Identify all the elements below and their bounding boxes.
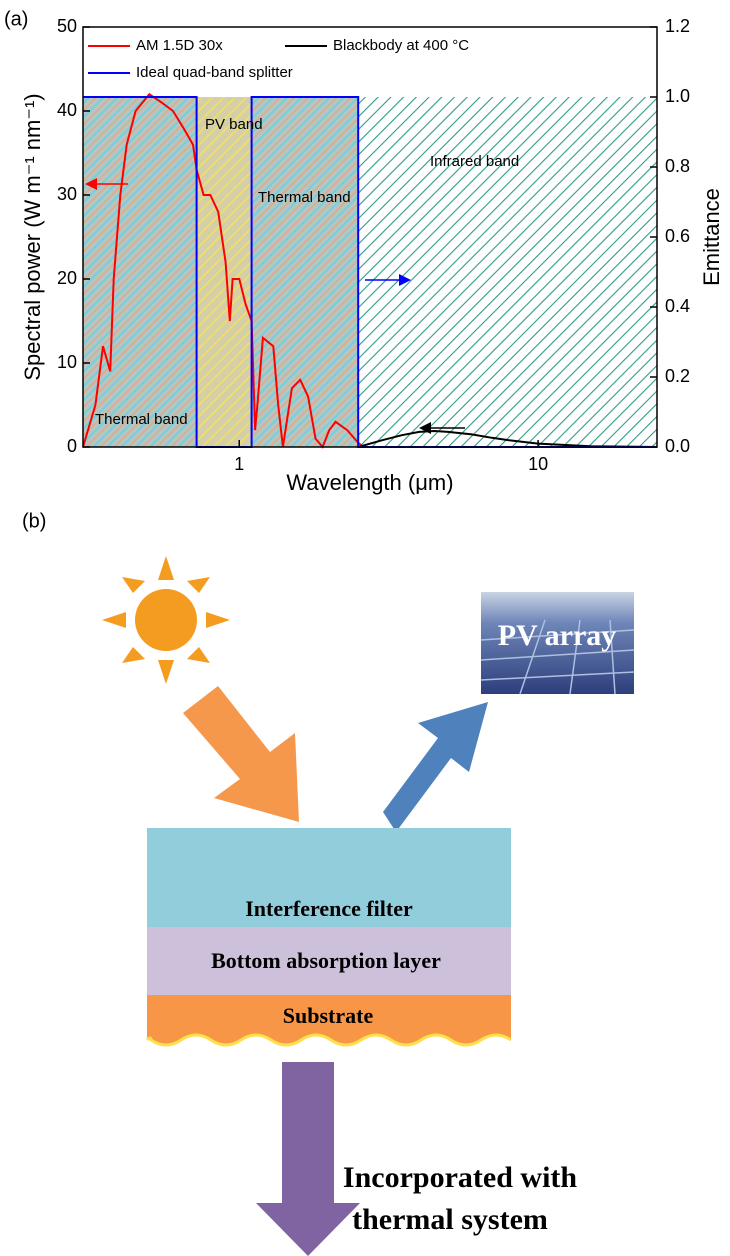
y-axis-label: Spectral power (W m⁻¹ nm⁻¹) [20, 93, 45, 380]
y-tick-label: 10 [57, 352, 77, 372]
sun [102, 556, 230, 684]
reflected-arrow [383, 702, 488, 832]
y2-tick-label: 0.6 [665, 226, 690, 246]
annotation: Thermal band [95, 411, 188, 428]
pv-array-image: PV array [480, 592, 635, 695]
y2-tick-label: 1.2 [665, 16, 690, 36]
y-tick-label: 50 [57, 16, 77, 36]
incoming-arrow [183, 686, 299, 822]
legend-label: Ideal quad-band splitter [136, 64, 293, 81]
chart-a: (a) Wavelength (μm) Spectral power (W m⁻… [4, 8, 724, 495]
x-axis-label: Wavelength (μm) [286, 470, 453, 495]
y-tick-label: 0 [67, 436, 77, 456]
y-tick-label: 20 [57, 268, 77, 288]
band-region [358, 97, 657, 447]
output-arrow [256, 1062, 360, 1256]
output-label: thermal system [352, 1203, 548, 1236]
y2-axis-label: Emittance [699, 188, 724, 286]
annotation: PV band [205, 116, 263, 133]
plot [82, 92, 658, 449]
y2-tick-label: 0.8 [665, 156, 690, 176]
panel-label: (b) [22, 510, 46, 532]
substrate-layer [147, 995, 511, 1045]
x-tick-label: 1 [234, 454, 244, 474]
output-label: Incorporated with [343, 1161, 577, 1194]
x-tick-label: 10 [528, 454, 548, 474]
y2-tick-label: 1.0 [665, 86, 690, 106]
y-tick-label: 40 [57, 100, 77, 120]
series-line [83, 96, 657, 448]
absorption-layer [147, 927, 511, 995]
legend-label: AM 1.5D 30x [136, 37, 223, 54]
y2-tick-label: 0.0 [665, 436, 690, 456]
band-region [196, 97, 252, 447]
layer-label: Substrate [283, 1003, 374, 1028]
y2-tick-label: 0.4 [665, 296, 690, 316]
diagram-b: (b) PV array Interference filter Bottom … [22, 510, 635, 1256]
series-line [357, 429, 658, 448]
pv-array-label: PV array [498, 619, 617, 652]
y-tick-label: 30 [57, 184, 77, 204]
layer-label: Bottom absorption layer [211, 948, 441, 973]
filter-layer [147, 828, 511, 927]
band-region [83, 97, 197, 447]
panel-label: (a) [4, 8, 28, 30]
series-line [82, 92, 364, 449]
band-region [251, 97, 359, 447]
annotation: Infrared band [430, 153, 519, 170]
layer-label: Interference filter [245, 896, 413, 921]
wavy-edge [145, 1033, 512, 1047]
annotation: Thermal band [258, 189, 351, 206]
y2-tick-label: 0.2 [665, 366, 690, 386]
bands [83, 97, 657, 447]
legend-label: Blackbody at 400 °C [333, 37, 469, 54]
